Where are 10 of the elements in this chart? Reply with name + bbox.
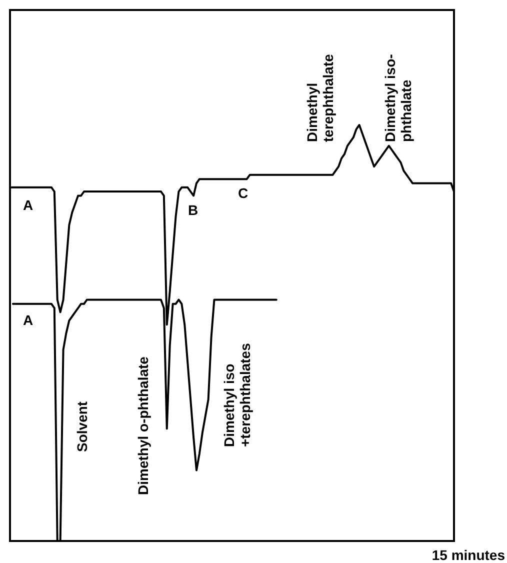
- annotation: B: [188, 202, 198, 218]
- annotation: Dimethyl o-phthalate: [135, 356, 151, 495]
- annotation: C: [238, 185, 248, 201]
- annotation: Dimethyl terephthalate: [304, 54, 336, 142]
- text: 15 minutes: [432, 547, 506, 563]
- annotation: Dimethyl iso- phthalate: [382, 54, 414, 142]
- annotation: A: [22, 312, 34, 328]
- annotation: Dimethyl iso +terephthalates: [221, 342, 253, 447]
- annotation: A: [22, 197, 34, 213]
- annotation: Solvent: [74, 401, 90, 452]
